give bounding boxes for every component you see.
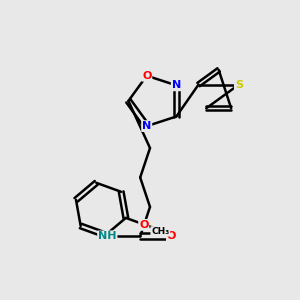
Text: N: N <box>172 80 181 90</box>
Text: O: O <box>167 231 176 242</box>
Text: NH: NH <box>98 231 117 242</box>
Text: N: N <box>142 121 151 131</box>
Text: S: S <box>235 80 243 90</box>
Text: O: O <box>139 220 148 230</box>
Text: O: O <box>142 71 152 81</box>
Text: CH₃: CH₃ <box>151 227 169 236</box>
